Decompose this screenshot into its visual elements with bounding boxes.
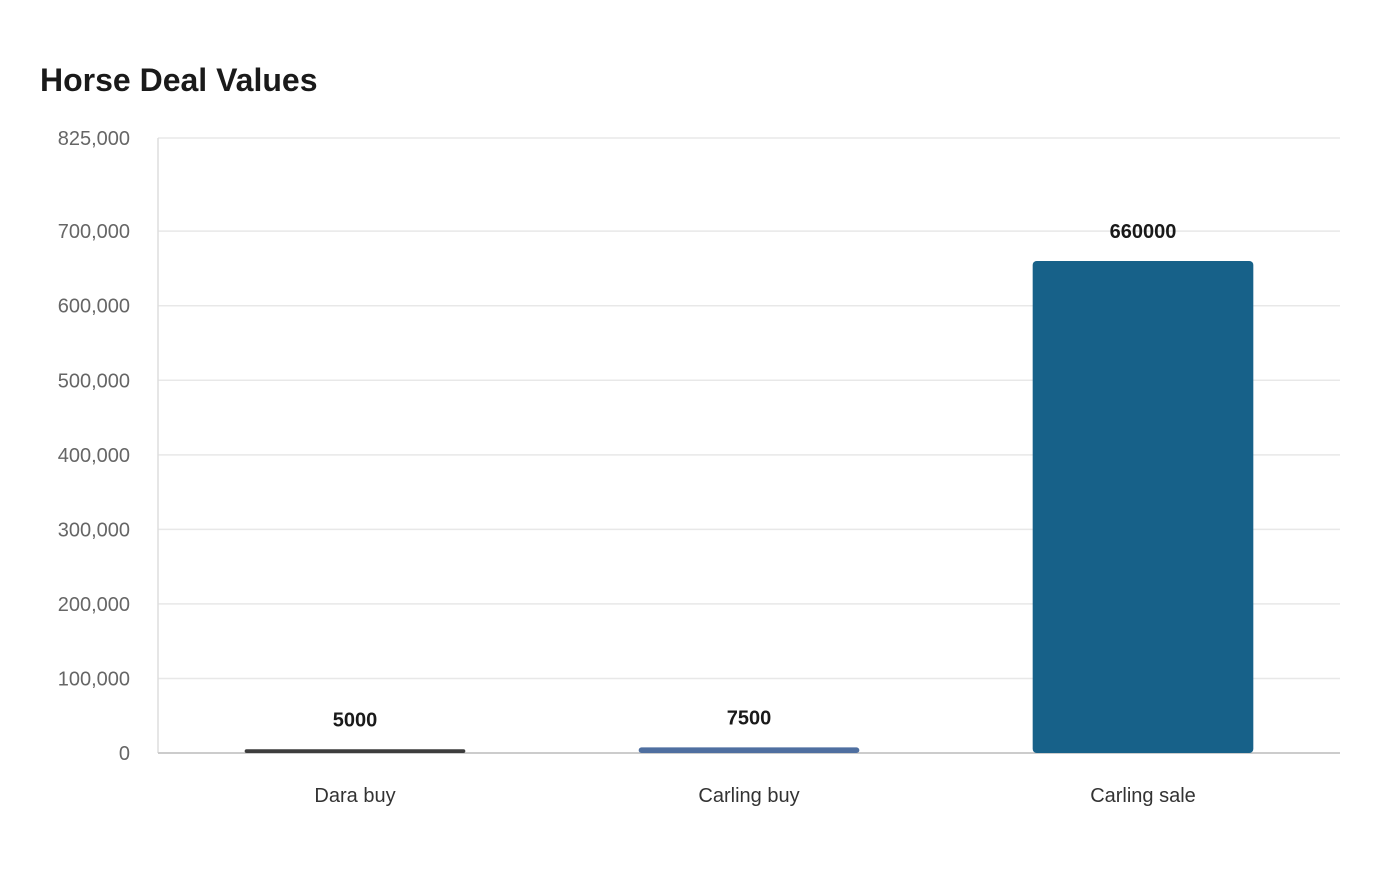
- y-tick-label: 600,000: [58, 296, 130, 318]
- y-tick-label: 825,000: [58, 128, 130, 150]
- x-tick-label: Dara buy: [314, 785, 395, 807]
- y-tick-label: 200,000: [58, 594, 130, 616]
- bar-value-label: 7500: [727, 707, 772, 729]
- chart-title: Horse Deal Values: [40, 62, 318, 98]
- bar: [1032, 261, 1254, 753]
- data-labels: 5000 7500 660000: [333, 221, 1177, 731]
- y-tick-label: 400,000: [58, 445, 130, 467]
- x-axis-ticks: Dara buy Carling buy Carling sale: [314, 785, 1195, 807]
- x-tick-label: Carling sale: [1090, 785, 1196, 807]
- y-tick-label: 0: [119, 743, 130, 765]
- x-tick-label: Carling buy: [698, 785, 799, 807]
- bar: [638, 747, 860, 753]
- bar-value-label: 5000: [333, 709, 378, 731]
- bar-value-label: 660000: [1110, 221, 1177, 243]
- bars: [244, 261, 1254, 753]
- gridlines: [158, 137, 1340, 680]
- y-tick-label: 300,000: [58, 519, 130, 541]
- y-axis-ticks: 0 100,000 200,000 300,000 400,000 500,000 600,…: [58, 128, 130, 765]
- y-tick-label: 100,000: [58, 668, 130, 690]
- bar: [244, 749, 466, 753]
- y-tick-label: 700,000: [58, 221, 130, 243]
- y-tick-label: 500,000: [58, 370, 130, 392]
